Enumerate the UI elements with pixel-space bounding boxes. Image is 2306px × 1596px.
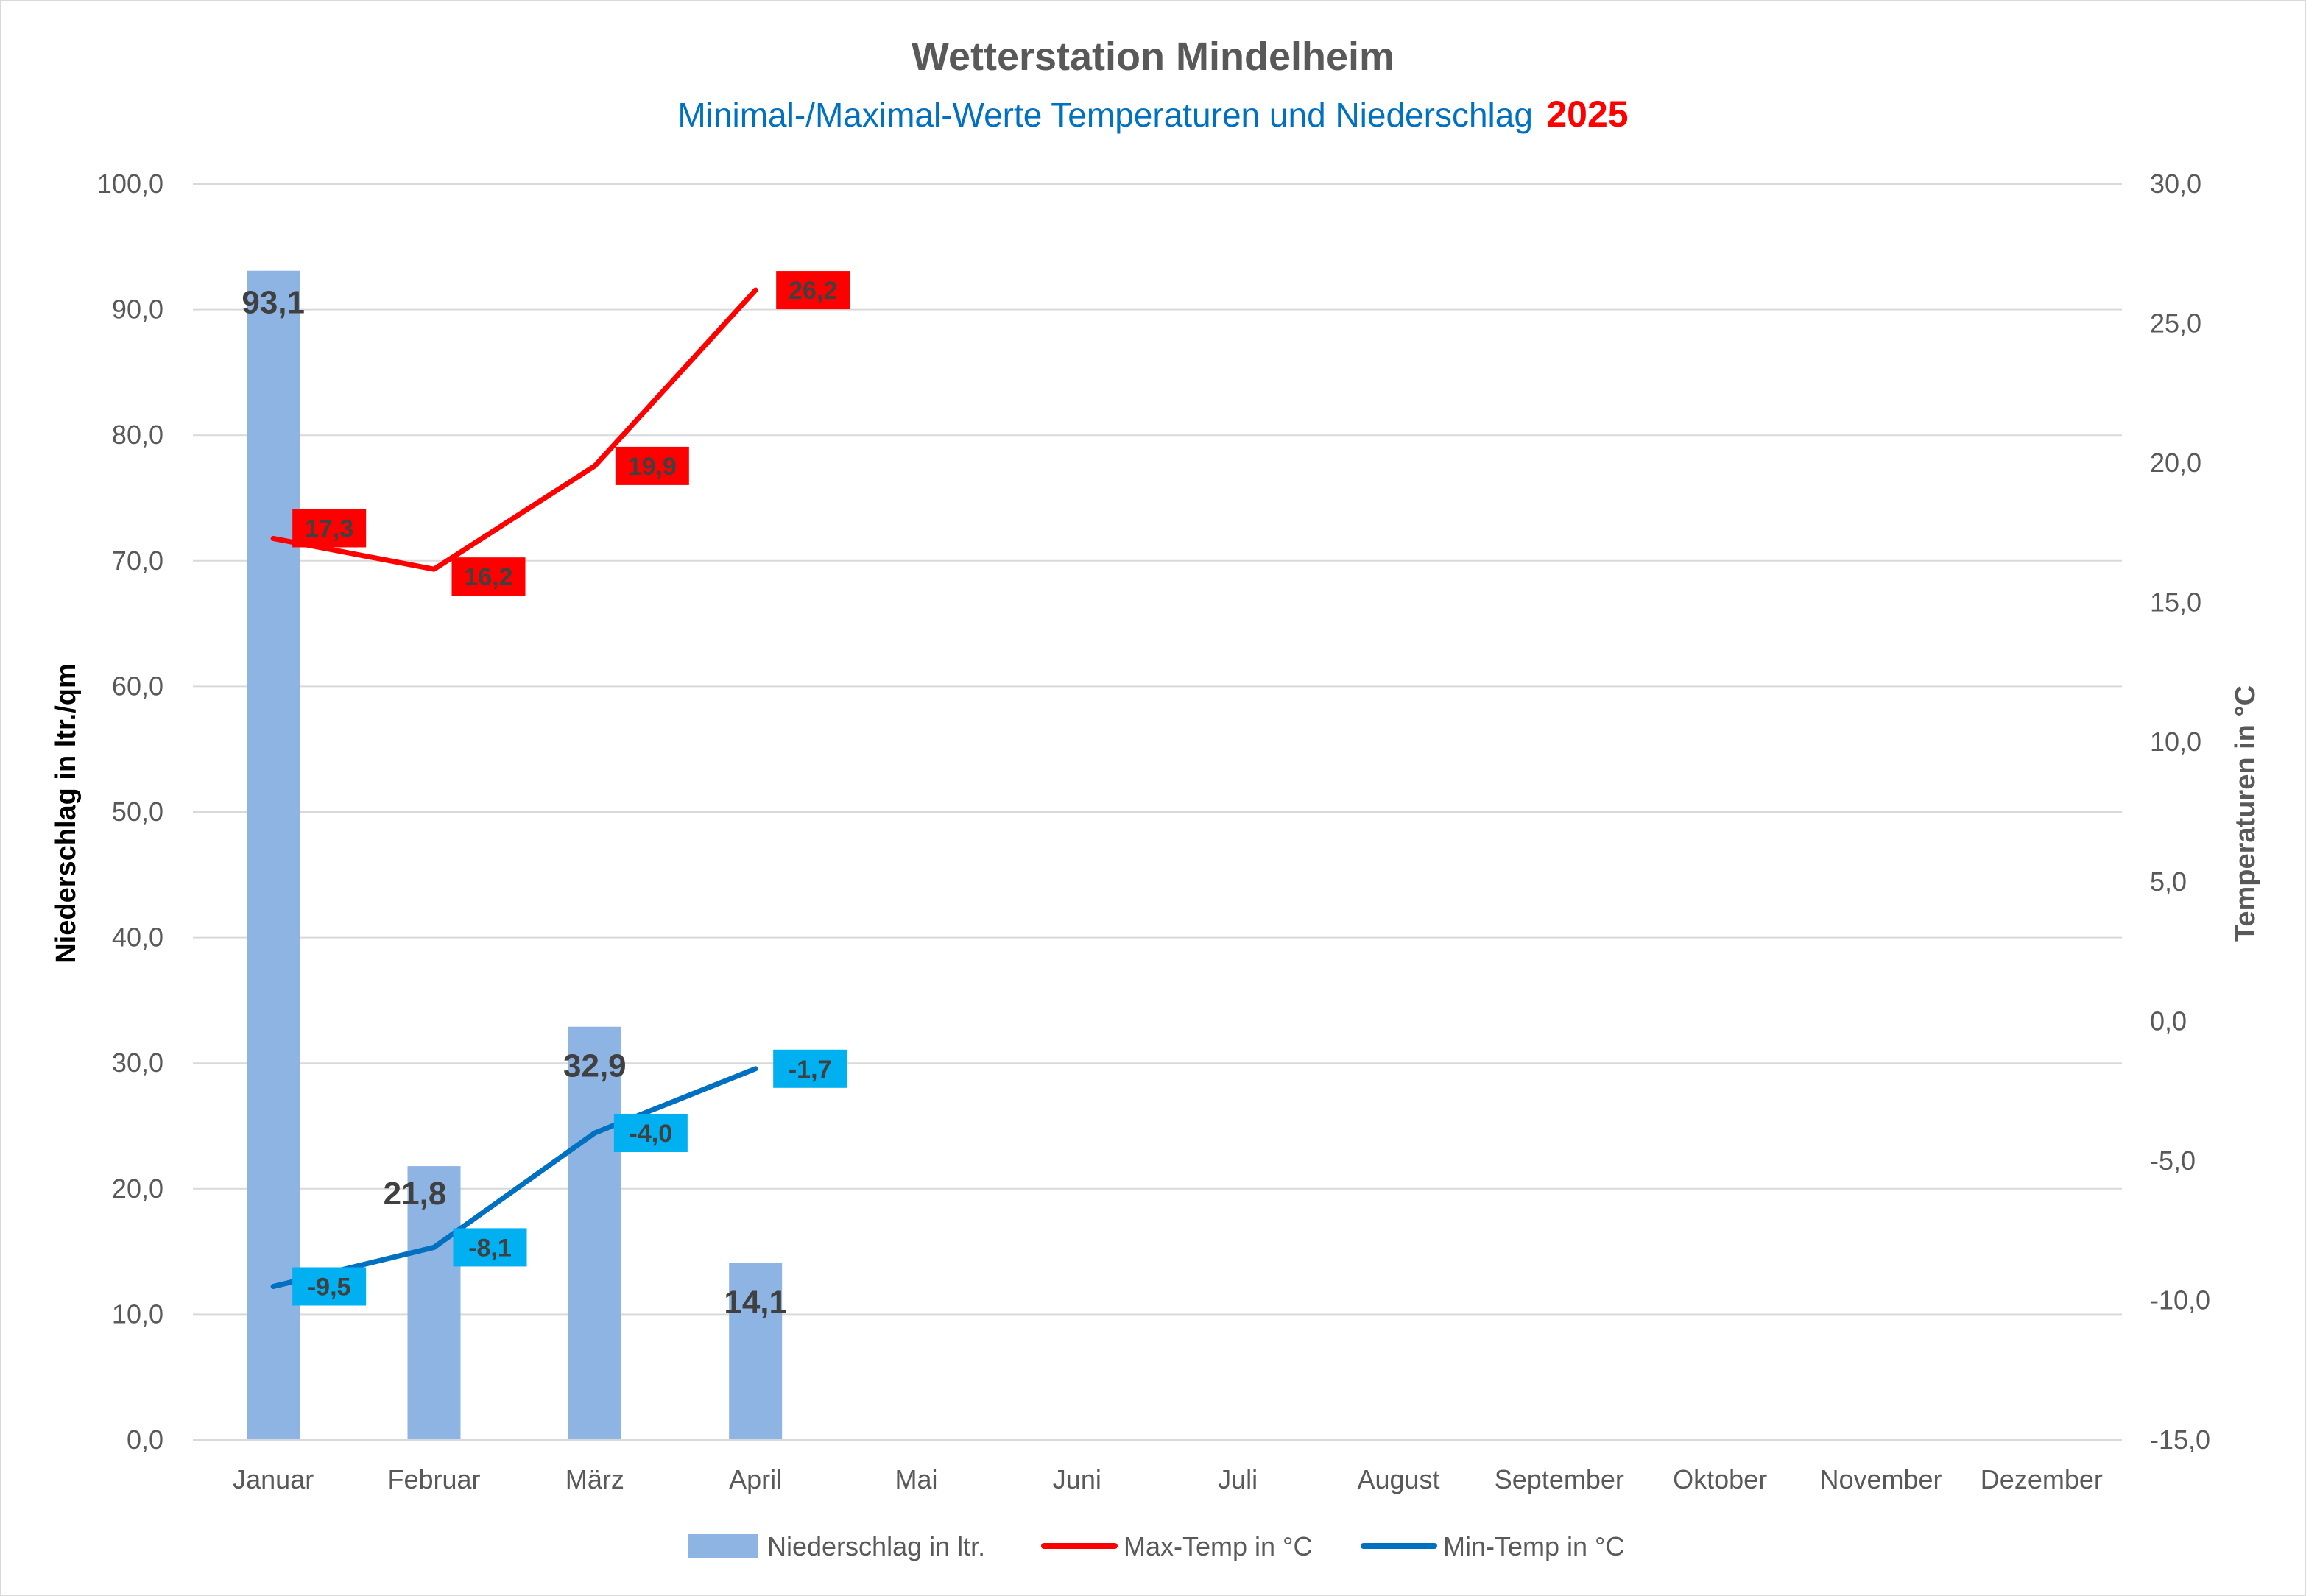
x-tick-label: März bbox=[565, 1464, 624, 1494]
legend-label: Max-Temp in °C bbox=[1124, 1531, 1312, 1561]
y-axis-left-title: Niederschlag in ltr./qm bbox=[51, 663, 82, 964]
min-temp-data-label: -1,7 bbox=[789, 1056, 832, 1084]
max-temp-label-box bbox=[615, 446, 689, 485]
y-right-tick-label: -10,0 bbox=[2150, 1285, 2210, 1315]
x-tick-label: Februar bbox=[387, 1464, 480, 1494]
y-left-tick-label: 20,0 bbox=[112, 1173, 163, 1204]
x-tick-label: Juni bbox=[1053, 1464, 1101, 1494]
min-temp-label-box bbox=[453, 1228, 527, 1267]
x-tick-label: Juli bbox=[1218, 1464, 1258, 1494]
bar bbox=[247, 270, 300, 1440]
x-tick-label: April bbox=[729, 1464, 782, 1494]
y-left-tick-label: 0,0 bbox=[127, 1424, 163, 1455]
max-temp-data-label: 16,2 bbox=[464, 563, 512, 591]
max-temp-label-box bbox=[292, 509, 367, 548]
bar-data-label: 21,8 bbox=[384, 1176, 447, 1212]
chart-subtitle: Minimal-/Maximal-Werte Temperaturen und … bbox=[677, 93, 1628, 135]
legend-item-max-temp: Max-Temp in °C bbox=[1041, 1531, 1312, 1561]
bar-data-label: 93,1 bbox=[241, 285, 305, 321]
max-temp-label-box bbox=[776, 271, 850, 310]
min-temp-label-box bbox=[292, 1267, 367, 1306]
y-left-tick-label: 100,0 bbox=[97, 169, 163, 199]
x-tick-label: Januar bbox=[233, 1464, 314, 1494]
x-tick-label: November bbox=[1819, 1464, 1942, 1494]
legend-item-min-temp: Min-Temp in °C bbox=[1361, 1531, 1624, 1561]
min-temp-label-box bbox=[773, 1049, 847, 1088]
x-tick-label: Mai bbox=[895, 1464, 937, 1494]
y-right-tick-label: 0,0 bbox=[2150, 1006, 2187, 1036]
x-tick-label: Dezember bbox=[1981, 1464, 2103, 1494]
y-left-tick-label: 50,0 bbox=[112, 797, 163, 827]
y-left-tick-label: 60,0 bbox=[112, 671, 163, 701]
min-temp-label-box bbox=[613, 1113, 688, 1152]
max-temp-data-label: 17,3 bbox=[305, 515, 353, 543]
x-tick-label: September bbox=[1495, 1464, 1624, 1494]
y-right-tick-label: 5,0 bbox=[2150, 866, 2187, 897]
x-tick-label: August bbox=[1357, 1464, 1439, 1494]
max-temp-data-label: 26,2 bbox=[789, 277, 837, 305]
legend: Niederschlag in ltr. Max-Temp in °C Min-Te… bbox=[688, 1531, 1624, 1561]
y-left-tick-label: 30,0 bbox=[112, 1048, 163, 1078]
axes: 0,0 10,0 20,0 30,0 40,0 50,0 60,0 70,0 80,0 90,0 1… bbox=[97, 169, 2210, 1494]
y-left-tick-label: 90,0 bbox=[112, 294, 163, 325]
y-left-tick-label: 40,0 bbox=[112, 922, 163, 953]
max-temp-data-label: 19,9 bbox=[628, 453, 677, 481]
min-temp-data-label: -8,1 bbox=[468, 1234, 512, 1262]
bar bbox=[729, 1263, 783, 1440]
y-right-tick-label: 30,0 bbox=[2150, 169, 2201, 199]
legend-label: Min-Temp in °C bbox=[1443, 1531, 1624, 1561]
max-temp-line bbox=[270, 287, 758, 572]
min-temp-data-label: -4,0 bbox=[630, 1120, 673, 1148]
data-labels: 93,1 21,8 32,9 14,1 17,3 16,2 19,9 26,2 -9,5 -8,1… bbox=[241, 271, 850, 1320]
y-right-tick-label: -15,0 bbox=[2150, 1424, 2210, 1455]
temperature-lines bbox=[270, 287, 758, 1289]
max-temp-label-box bbox=[451, 557, 526, 596]
y-right-tick-label: 15,0 bbox=[2150, 587, 2201, 618]
legend-swatch bbox=[688, 1534, 758, 1558]
bars-niederschlag bbox=[247, 270, 783, 1440]
y-right-tick-label: 20,0 bbox=[2150, 448, 2201, 478]
bar bbox=[407, 1166, 461, 1440]
chart-subtitle-text: Minimal-/Maximal-Werte Temperaturen und … bbox=[677, 96, 1533, 134]
gridlines bbox=[193, 183, 2122, 1316]
legend-label: Niederschlag in ltr. bbox=[767, 1531, 985, 1561]
y-axis-right-title: Temperaturen in °C bbox=[2230, 685, 2261, 942]
chart-subtitle-year: 2025 bbox=[1546, 93, 1628, 135]
bar bbox=[568, 1026, 621, 1440]
y-right-tick-label: 10,0 bbox=[2150, 727, 2201, 757]
y-right-tick-label: -5,0 bbox=[2150, 1145, 2196, 1176]
min-temp-line bbox=[270, 1066, 758, 1289]
x-tick-label: Oktober bbox=[1673, 1464, 1767, 1494]
y-right-tick-label: 25,0 bbox=[2150, 308, 2201, 339]
chart-title: Wetterstation Mindelheim bbox=[912, 35, 1394, 79]
y-left-tick-label: 10,0 bbox=[112, 1299, 163, 1329]
min-temp-data-label: -9,5 bbox=[308, 1273, 351, 1301]
bar-data-label: 32,9 bbox=[563, 1048, 627, 1084]
y-left-tick-label: 80,0 bbox=[112, 420, 163, 450]
legend-item-niederschlag: Niederschlag in ltr. bbox=[688, 1531, 985, 1561]
y-left-tick-label: 70,0 bbox=[112, 545, 163, 576]
bar-data-label: 14,1 bbox=[724, 1284, 787, 1320]
